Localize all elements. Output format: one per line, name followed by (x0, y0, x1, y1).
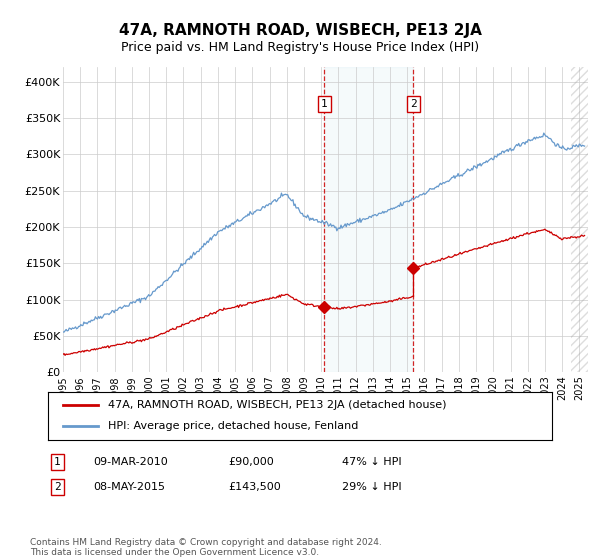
Text: 47% ↓ HPI: 47% ↓ HPI (342, 457, 401, 467)
Text: £90,000: £90,000 (228, 457, 274, 467)
Bar (571, 67, 588, 372)
Text: Contains HM Land Registry data © Crown copyright and database right 2024.
This d: Contains HM Land Registry data © Crown c… (30, 538, 382, 557)
Text: HPI: Average price, detached house, Fenland: HPI: Average price, detached house, Fenl… (109, 421, 359, 431)
Text: 2: 2 (410, 99, 417, 109)
Text: 47A, RAMNOTH ROAD, WISBECH, PE13 2JA: 47A, RAMNOTH ROAD, WISBECH, PE13 2JA (119, 24, 481, 38)
Text: 47A, RAMNOTH ROAD, WISBECH, PE13 2JA (detached house): 47A, RAMNOTH ROAD, WISBECH, PE13 2JA (de… (109, 400, 447, 410)
Bar (571, 67, 588, 372)
Text: 1: 1 (321, 99, 328, 109)
Text: £143,500: £143,500 (228, 482, 281, 492)
Text: 29% ↓ HPI: 29% ↓ HPI (342, 482, 401, 492)
Text: 08-MAY-2015: 08-MAY-2015 (93, 482, 165, 492)
Text: Price paid vs. HM Land Registry's House Price Index (HPI): Price paid vs. HM Land Registry's House … (121, 41, 479, 54)
Text: 2: 2 (54, 482, 61, 492)
Text: 09-MAR-2010: 09-MAR-2010 (93, 457, 168, 467)
Text: 1: 1 (54, 457, 61, 467)
Bar (325, 67, 413, 372)
